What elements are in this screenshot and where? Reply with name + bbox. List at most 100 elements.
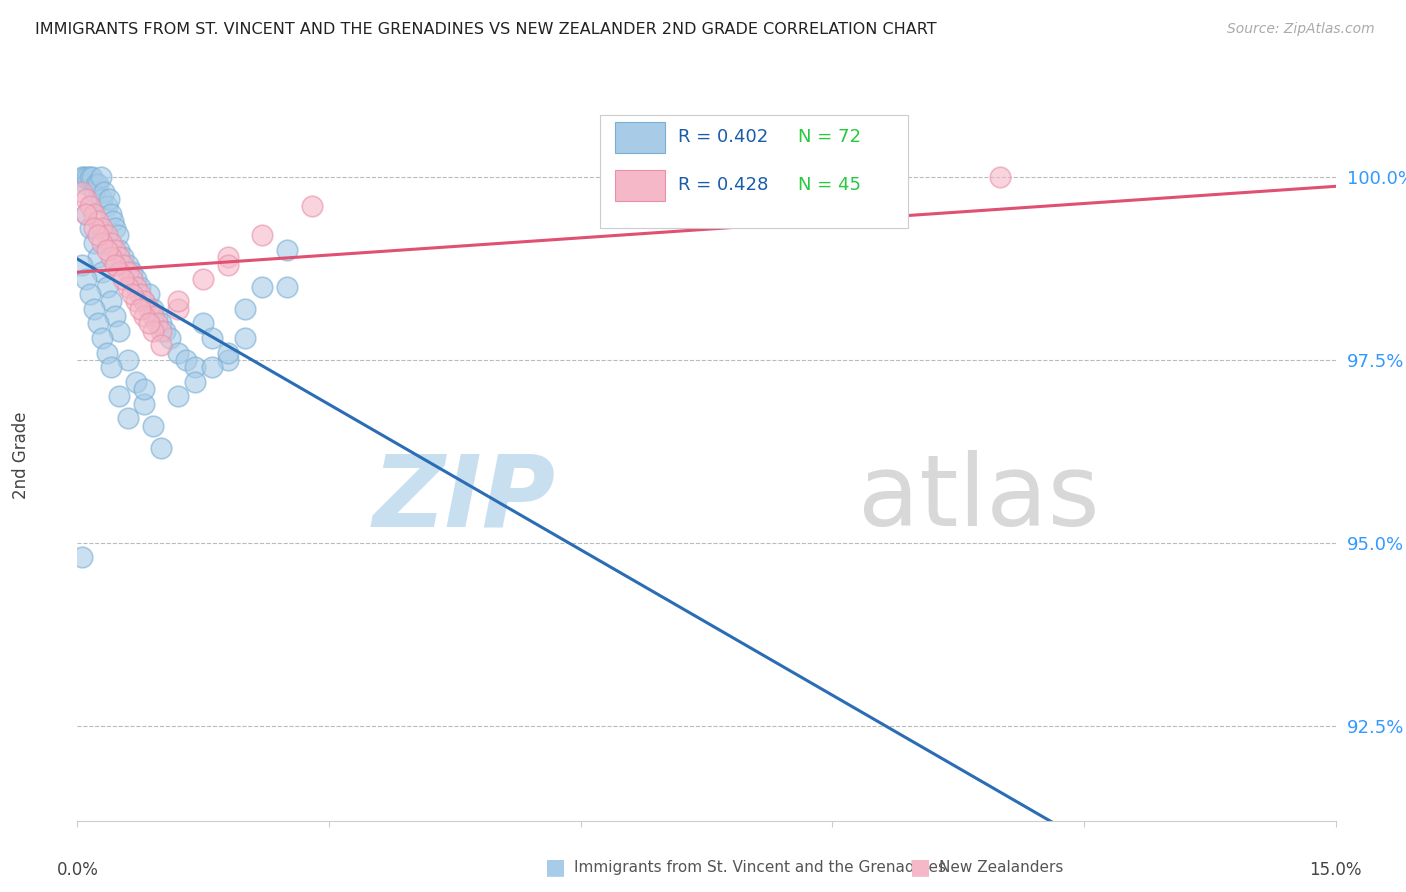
Point bbox=[104, 309, 127, 323]
Point bbox=[112, 272, 135, 286]
FancyBboxPatch shape bbox=[599, 115, 908, 228]
Text: R = 0.428: R = 0.428 bbox=[678, 176, 768, 194]
Point bbox=[134, 309, 156, 323]
Text: N = 72: N = 72 bbox=[799, 128, 862, 145]
Point bbox=[91, 265, 114, 279]
Point bbox=[125, 294, 148, 309]
Point bbox=[93, 185, 115, 199]
Point bbox=[176, 352, 198, 367]
Text: N = 45: N = 45 bbox=[799, 176, 862, 194]
Point bbox=[83, 301, 105, 316]
Point bbox=[100, 251, 122, 265]
Point bbox=[70, 550, 93, 565]
Point bbox=[129, 279, 152, 293]
Text: 15.0%: 15.0% bbox=[1309, 861, 1362, 879]
Point bbox=[142, 301, 165, 316]
Text: IMMIGRANTS FROM ST. VINCENT AND THE GRENADINES VS NEW ZEALANDER 2ND GRADE CORREL: IMMIGRANTS FROM ST. VINCENT AND THE GREN… bbox=[35, 22, 936, 37]
Point bbox=[108, 389, 131, 403]
Point bbox=[134, 382, 156, 396]
Point bbox=[87, 316, 110, 330]
Point bbox=[138, 301, 160, 316]
Point bbox=[184, 375, 207, 389]
Point bbox=[108, 324, 131, 338]
Point bbox=[117, 411, 139, 425]
Point bbox=[104, 243, 127, 257]
Point bbox=[301, 199, 323, 213]
Text: New Zealanders: New Zealanders bbox=[939, 860, 1063, 874]
Point bbox=[96, 243, 118, 257]
Point bbox=[142, 324, 165, 338]
Point bbox=[138, 316, 160, 330]
Point bbox=[75, 178, 97, 192]
Point bbox=[76, 169, 98, 184]
Point bbox=[142, 418, 165, 433]
Point bbox=[150, 338, 173, 352]
Point bbox=[233, 301, 256, 316]
Point bbox=[87, 251, 110, 265]
Point bbox=[125, 272, 148, 286]
Point bbox=[988, 169, 1011, 184]
Point bbox=[79, 287, 101, 301]
Text: atlas: atlas bbox=[858, 450, 1099, 548]
Point bbox=[117, 265, 139, 279]
Point bbox=[142, 309, 165, 323]
Point bbox=[84, 178, 107, 192]
Point bbox=[117, 279, 139, 293]
Text: ■: ■ bbox=[911, 857, 931, 877]
Point bbox=[100, 235, 122, 250]
Point bbox=[91, 235, 114, 250]
Point bbox=[129, 287, 152, 301]
Point bbox=[191, 272, 215, 286]
Point bbox=[117, 352, 139, 367]
Point bbox=[125, 279, 148, 293]
Point bbox=[83, 235, 105, 250]
Point bbox=[125, 375, 148, 389]
Point bbox=[134, 397, 156, 411]
Point bbox=[121, 265, 143, 279]
Point bbox=[96, 228, 118, 243]
Point bbox=[276, 279, 298, 293]
Point bbox=[96, 345, 118, 359]
Point bbox=[167, 345, 190, 359]
Point bbox=[129, 301, 152, 316]
Point bbox=[79, 221, 101, 235]
Point bbox=[91, 331, 114, 345]
Point bbox=[90, 169, 112, 184]
Point bbox=[217, 251, 239, 265]
Point bbox=[108, 265, 131, 279]
Text: ZIP: ZIP bbox=[373, 450, 555, 548]
Point bbox=[159, 331, 181, 345]
Point bbox=[233, 331, 256, 345]
Point bbox=[146, 309, 169, 323]
Point bbox=[79, 169, 101, 184]
Point bbox=[191, 316, 215, 330]
Point bbox=[79, 199, 101, 213]
Point bbox=[250, 279, 273, 293]
Point bbox=[217, 345, 239, 359]
Point bbox=[200, 331, 222, 345]
Point bbox=[150, 324, 173, 338]
Point bbox=[108, 243, 131, 257]
Point bbox=[121, 272, 143, 286]
Point bbox=[108, 251, 131, 265]
Point bbox=[100, 206, 122, 220]
Point bbox=[134, 294, 156, 309]
Point bbox=[167, 389, 190, 403]
Point bbox=[83, 206, 105, 220]
Point bbox=[75, 206, 97, 220]
Point bbox=[91, 192, 114, 206]
Point bbox=[167, 301, 190, 316]
Point bbox=[138, 287, 160, 301]
Point bbox=[150, 316, 173, 330]
Point bbox=[87, 214, 110, 228]
Point bbox=[184, 360, 207, 375]
Text: 0.0%: 0.0% bbox=[56, 861, 98, 879]
Point bbox=[83, 221, 105, 235]
FancyBboxPatch shape bbox=[614, 122, 665, 153]
Point bbox=[82, 169, 104, 184]
Point bbox=[75, 272, 97, 286]
Text: 2nd Grade: 2nd Grade bbox=[11, 411, 30, 499]
Point bbox=[121, 287, 143, 301]
Point bbox=[250, 228, 273, 243]
Point bbox=[150, 441, 173, 455]
